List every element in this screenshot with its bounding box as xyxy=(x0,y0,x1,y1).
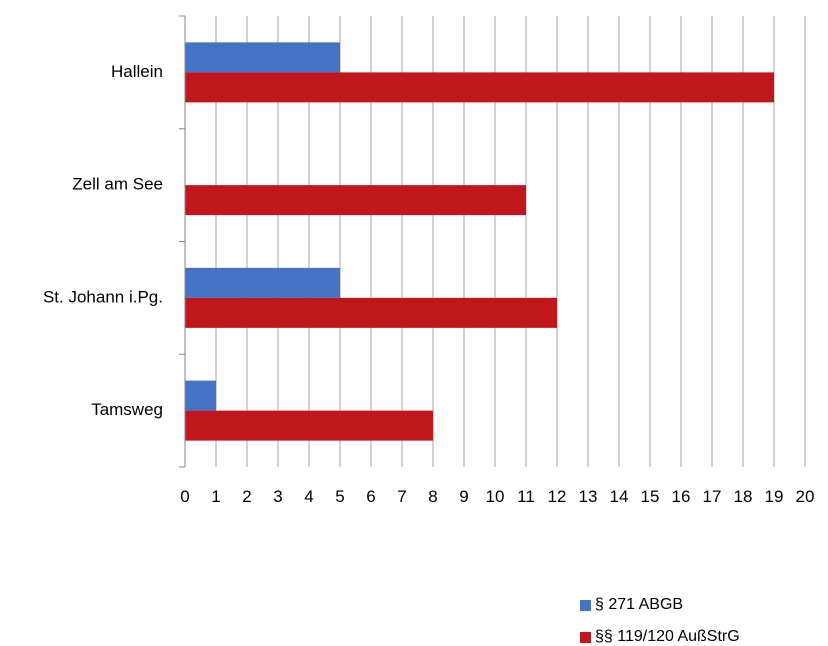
legend-label-series-1: § 271 ABGB xyxy=(595,596,684,613)
x-tick-label: 3 xyxy=(273,487,282,506)
x-tick-label: 11 xyxy=(517,487,535,506)
x-tick-labels: 0 1 2 3 4 5 6 7 8 9 10 11 12 13 14 15 16 17 18 19 20 xyxy=(180,487,814,506)
x-tick-label: 19 xyxy=(765,487,784,506)
bar-series-1 xyxy=(185,380,216,411)
bar-series-2 xyxy=(185,185,526,216)
x-tick-label: 13 xyxy=(579,487,598,506)
x-tick-label: 16 xyxy=(672,487,691,506)
bar-series-2 xyxy=(185,72,774,103)
x-tick-label: 5 xyxy=(335,487,344,506)
x-tick-label: 9 xyxy=(459,487,468,506)
x-tick-label: 20 xyxy=(796,487,815,506)
category-label: Zell am See xyxy=(72,175,163,194)
x-tick-label: 2 xyxy=(242,487,251,506)
axes xyxy=(179,15,186,468)
x-tick-label: 6 xyxy=(366,487,375,506)
x-tick-label: 4 xyxy=(304,487,313,506)
category-label: St. Johann i.Pg. xyxy=(43,287,163,306)
x-tick-label: 8 xyxy=(428,487,437,506)
bar-series-2 xyxy=(185,410,433,441)
x-tick-label: 15 xyxy=(641,487,660,506)
bar-series-2 xyxy=(185,297,557,328)
x-tick-label: 14 xyxy=(610,487,629,506)
x-tick-label: 17 xyxy=(703,487,722,506)
legend-item-series-2: §§ 119/120 AußStrG xyxy=(580,628,740,646)
legend-label-series-2: §§ 119/120 AußStrG xyxy=(595,628,740,645)
x-tick-label: 10 xyxy=(486,487,505,506)
bar-series-1 xyxy=(185,42,340,73)
x-tick-label: 0 xyxy=(180,487,189,506)
x-tick-label: 12 xyxy=(548,487,567,506)
bars xyxy=(185,42,774,441)
x-tick-label: 18 xyxy=(734,487,753,506)
category-label: Tamsweg xyxy=(91,400,163,419)
legend-item-series-1: § 271 ABGB xyxy=(580,596,683,614)
x-tick-label: 1 xyxy=(211,487,220,506)
legend-swatch-series-2 xyxy=(580,631,591,643)
x-tick-label: 7 xyxy=(397,487,406,506)
bar-series-1 xyxy=(185,267,340,298)
category-label: Hallein xyxy=(111,62,163,81)
category-labels: Hallein Zell am See St. Johann i.Pg. Tamswe… xyxy=(43,62,163,419)
legend-swatch-series-1 xyxy=(580,599,591,611)
